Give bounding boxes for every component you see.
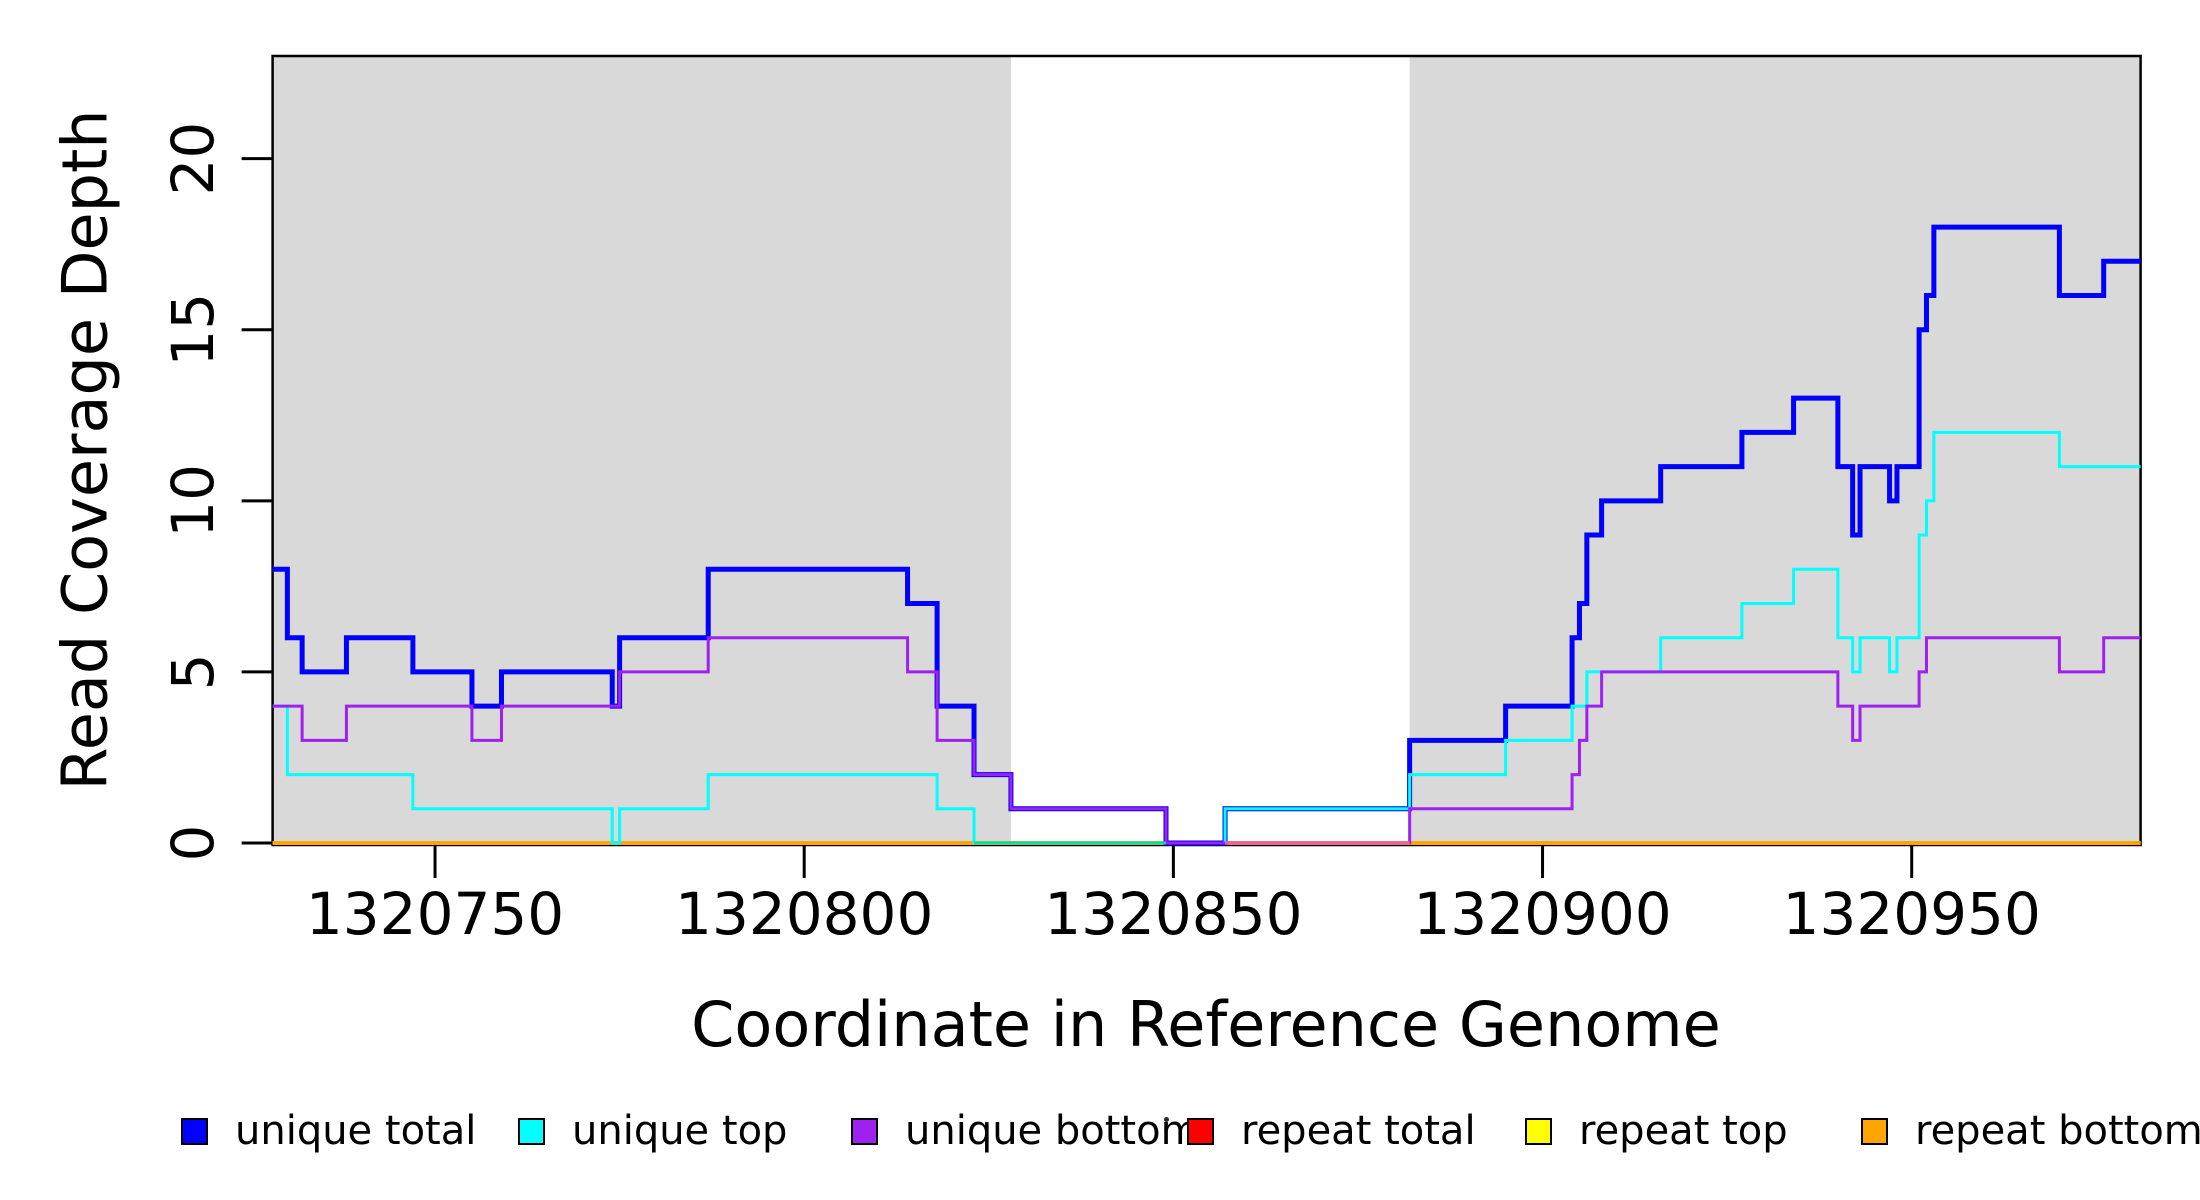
y-tick-label: 0 xyxy=(159,825,227,862)
legend-swatch-repeat-top xyxy=(1525,1117,1552,1145)
legend-swatch-repeat-total xyxy=(1187,1117,1214,1145)
y-axis-title: Read Coverage Depth xyxy=(48,109,122,791)
legend-label: repeat bottom xyxy=(1915,1108,2200,1154)
legend-item-unique-total: unique total xyxy=(181,1108,476,1154)
x-tick-label: 1320750 xyxy=(306,880,564,948)
x-tick-label: 1320850 xyxy=(1044,880,1302,948)
y-tick-label: 10 xyxy=(159,464,227,538)
legend-item-repeat-top: repeat top xyxy=(1525,1108,1788,1154)
legend-label: repeat total xyxy=(1241,1108,1476,1154)
legend-label: unique total xyxy=(235,1108,477,1154)
x-tick-label: 1320900 xyxy=(1413,880,1671,948)
legend: unique total unique top unique bottom repea… xyxy=(0,1108,2200,1168)
legend-item-repeat-bottom: repeat bottom xyxy=(1861,1108,2200,1154)
shaded-region xyxy=(1409,56,2141,845)
y-tick-label: 5 xyxy=(159,653,227,690)
series-line-unique-bottom xyxy=(272,636,2141,845)
legend-item-unique-top: unique top xyxy=(518,1108,787,1154)
legend-label: repeat top xyxy=(1579,1108,1788,1154)
y-tick-label: 15 xyxy=(159,293,227,367)
series-line-unique-total xyxy=(272,224,2141,846)
legend-label: unique top xyxy=(572,1108,788,1154)
stray-mark xyxy=(1164,1117,1169,1122)
legend-swatch-unique-total xyxy=(181,1117,208,1145)
x-tick-label: 1320950 xyxy=(1783,880,2041,948)
legend-item-unique-bottom: unique bottom xyxy=(851,1108,1200,1154)
legend-swatch-unique-bottom xyxy=(851,1117,878,1145)
shaded-region xyxy=(272,56,1011,845)
legend-swatch-repeat-bottom xyxy=(1861,1117,1888,1145)
legend-label: unique bottom xyxy=(905,1108,1200,1154)
x-axis-title: Coordinate in Reference Genome xyxy=(691,988,1721,1061)
legend-item-repeat-total: repeat total xyxy=(1187,1108,1476,1154)
legend-swatch-unique-top xyxy=(518,1117,545,1145)
y-tick-label: 20 xyxy=(159,122,227,196)
x-tick-label: 1320800 xyxy=(675,880,933,948)
